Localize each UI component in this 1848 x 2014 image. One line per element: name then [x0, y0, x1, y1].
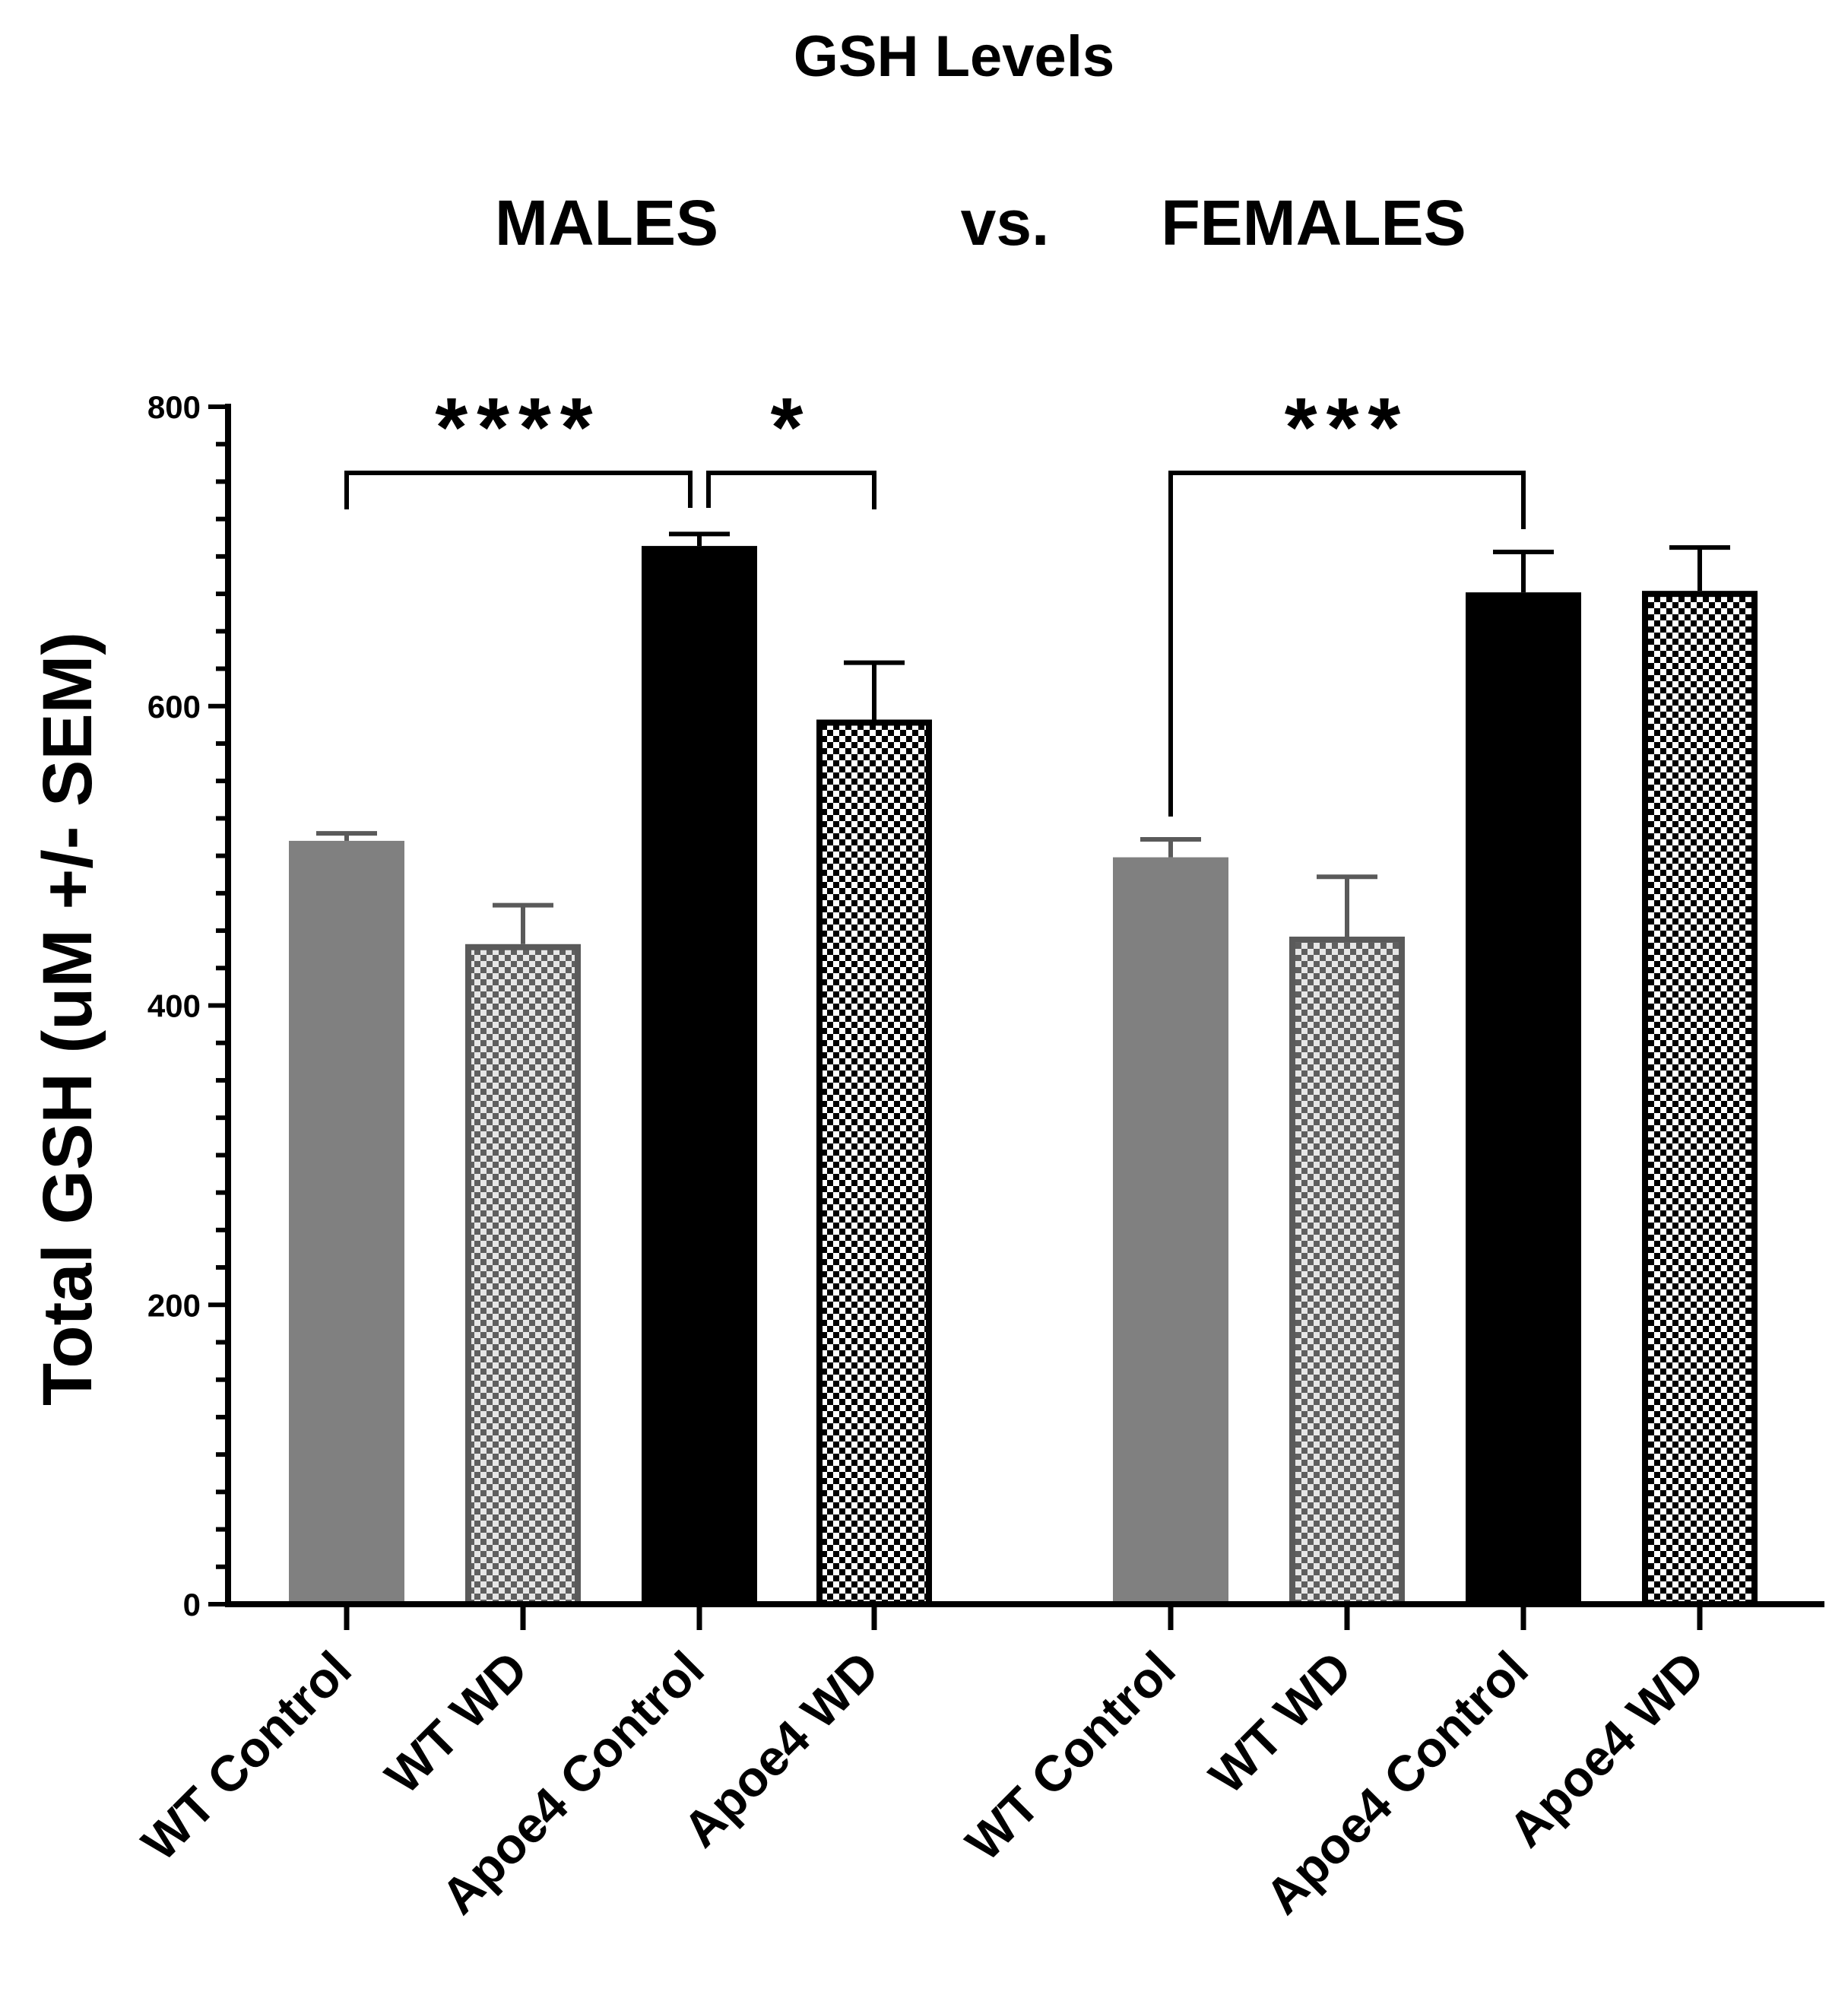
significance-brackets: **** * *** — [344, 381, 1526, 817]
bar — [1642, 591, 1758, 1607]
error-bars — [316, 531, 1730, 944]
bar — [1113, 857, 1228, 1604]
y-tick-label: 400 — [147, 988, 201, 1024]
significance-label: **** — [435, 381, 601, 474]
x-axis — [225, 1601, 1824, 1630]
chart-title: GSH Levels — [794, 24, 1114, 89]
vs-title: vs. — [961, 187, 1050, 258]
y-axis: 0 200 400 600 800 — [147, 389, 231, 1622]
y-tick-label: 200 — [147, 1287, 201, 1323]
bar — [642, 546, 757, 1604]
bar — [465, 944, 581, 1607]
y-tick-label: 600 — [147, 689, 201, 725]
bar — [816, 719, 932, 1607]
significance-bracket — [1168, 471, 1526, 817]
x-tick-label: WT Control — [131, 1641, 362, 1872]
y-tick-label: 800 — [147, 389, 201, 425]
x-tick-label: WT Control — [955, 1641, 1186, 1872]
x-tick-label: WT WD — [1198, 1641, 1362, 1805]
x-tick-label: WT WD — [374, 1641, 538, 1805]
bar — [1466, 592, 1581, 1604]
females-title: FEMALES — [1161, 187, 1466, 258]
significance-bracket — [344, 471, 693, 509]
y-axis-label: Total GSH (uM +/- SEM) — [29, 632, 106, 1406]
significance-bracket — [706, 471, 876, 509]
bar — [289, 840, 404, 1604]
significance-label: * — [771, 381, 813, 474]
y-tick-label: 0 — [183, 1587, 201, 1622]
bars — [289, 546, 1758, 1607]
males-title: MALES — [495, 187, 718, 258]
bar — [1289, 936, 1405, 1607]
significance-label: *** — [1285, 381, 1409, 474]
